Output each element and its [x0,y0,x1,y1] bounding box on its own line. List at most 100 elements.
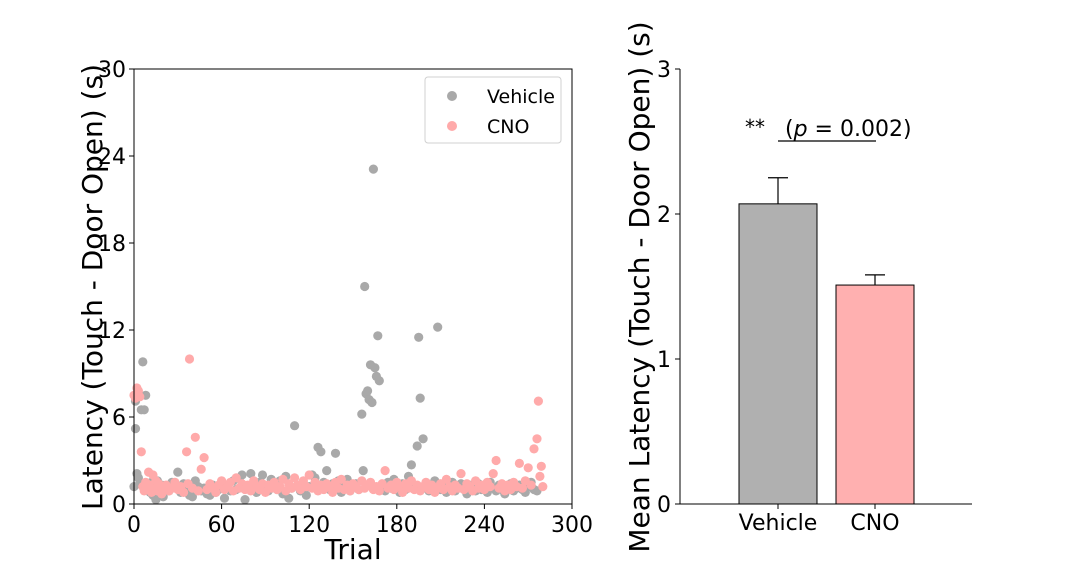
x-tick-label: 0 [127,513,141,538]
cno-point [184,354,195,364]
cno-point [456,469,466,479]
legend-entry: CNO [487,116,529,138]
cno-point [517,483,528,493]
vehicle-point [138,357,148,367]
cno-point [193,486,203,496]
cno-point [231,473,241,483]
vehicle-point [187,492,197,502]
x-tick-label: 300 [551,513,593,538]
cno-bar [835,284,915,505]
cno-point [135,392,145,402]
vehicle-point [219,493,230,503]
vehicle-point [360,281,370,292]
cno-point [514,458,525,468]
cno-point [485,482,495,492]
vehicle-point [322,466,332,476]
x-tick-label: 180 [376,513,418,538]
cno-point [538,482,548,492]
significance-annotation: ** (p = 0.002) [745,115,912,142]
cno-point [190,432,200,442]
vehicle-point [406,460,416,470]
bar-category-label: Vehicle [739,511,818,536]
bar-y-tick-label: 0 [657,493,671,518]
scatter-legend: Vehicle CNO [424,76,562,144]
cno-point [533,396,544,406]
vehicle-point [363,386,373,396]
vehicle-point [301,490,311,500]
vehicle-point [415,393,425,403]
vehicle-bar [738,203,818,505]
cno-point [336,474,346,484]
vehicle-point [357,409,367,419]
legend-marker [447,121,457,131]
vehicle-point [316,447,326,457]
vehicle-point [257,470,268,480]
y-tick-label: 18 [98,232,126,257]
bar-panel: Vehicle CNO 0 1 2 3 ** (p = 0.002) Mean Laten… [623,21,972,553]
cno-point [182,447,192,457]
vehicle-point [414,332,424,342]
vehicle-point [358,466,368,476]
x-axis-label: Trial [323,533,381,566]
vehicle-point [130,424,141,434]
scatter-panel: 0 60 120 180 240 300 0 6 12 18 24 30 Vehicle CNO Tri… [76,58,593,566]
cno-point [441,474,451,484]
cno-point [136,447,146,457]
vehicle-point [433,322,443,332]
y-tick-label: 0 [112,493,126,518]
bar-y-axis-label: Mean Latency (Touch - Door Open) (s) [623,21,656,552]
vehicle-point [290,421,300,431]
vehicle-point [412,441,422,451]
y-tick-label: 24 [98,145,126,170]
vehicle-point [374,376,384,386]
vehicle-point [370,363,380,373]
y-tick-label: 12 [98,319,126,344]
scatter-points [129,164,548,505]
cno-point [491,455,501,466]
vehicle-point [418,434,428,444]
bar-marks: Vehicle CNO [738,177,915,536]
cno-point [536,461,546,471]
bar-category-label: CNO [850,511,899,536]
vehicle-point [151,495,161,505]
p-value-label: (p = 0.002) [785,117,912,142]
bar-y-tick-label: 1 [657,348,671,373]
vehicle-point [246,469,256,479]
x-tick-label: 60 [208,513,236,538]
x-tick-label: 120 [288,513,330,538]
scatter-plot-frame [133,68,573,505]
y-axis-label: Latency (Touch - Door Open) (s) [76,64,109,510]
cno-point [290,473,300,483]
cno-point [196,464,206,474]
cno-point [529,444,539,454]
cno-point [526,480,536,490]
scatter-axes: 0 60 120 180 240 300 0 6 12 18 24 30 [98,58,593,538]
cno-point [211,487,221,497]
cno-point [532,434,542,444]
vehicle-point [240,495,250,505]
legend-box [424,76,562,144]
cno-point [179,487,189,497]
vehicle-point [367,397,377,408]
vehicle-point [173,467,183,477]
vehicle-point [330,448,341,458]
cno-point [374,486,384,496]
cno-point [304,470,314,480]
legend-marker [447,91,457,101]
vehicle-point [139,405,149,415]
cno-point [535,471,545,481]
y-tick-label: 30 [98,58,126,83]
vehicle-point [373,331,383,341]
legend-entry: Vehicle [487,86,555,108]
bar-axes: 0 1 2 3 [657,58,972,518]
bar-y-tick-label: 3 [657,58,671,83]
vehicle-point [284,493,294,503]
cno-point [199,453,209,463]
vehicle-point [368,164,378,174]
bar-y-tick-label: 2 [657,203,671,228]
significance-stars: ** [745,115,765,139]
cno-point [523,463,533,473]
cno-point [217,476,227,486]
x-tick-label: 240 [463,513,505,538]
